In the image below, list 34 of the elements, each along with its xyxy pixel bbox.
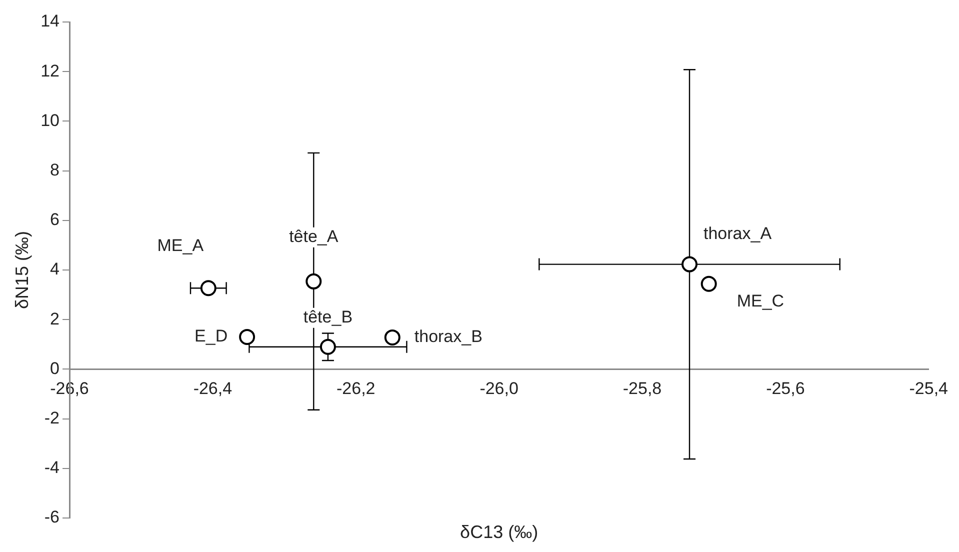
x-tick-label: -25,8 — [622, 379, 662, 398]
annotation: thorax_A — [704, 224, 772, 243]
annotation: E_D — [194, 326, 228, 346]
y-tick-label: 10 — [40, 110, 60, 130]
y-tick-label: 14 — [40, 12, 60, 31]
point — [682, 256, 698, 272]
point — [320, 338, 336, 355]
y-tick-label: 6 — [50, 210, 60, 230]
annotation: ME_C — [736, 292, 784, 311]
y-tick-label: 8 — [50, 160, 60, 180]
point — [306, 273, 322, 290]
y-axis-title: δN15 (‰) — [12, 230, 32, 310]
point — [384, 329, 400, 346]
x-tick-label: -25,6 — [766, 379, 805, 398]
y-tick-label: 4 — [50, 260, 60, 279]
y-tick-label: 0 — [50, 358, 60, 378]
annotation: ME_A — [157, 236, 204, 255]
annotation: thorax_B — [414, 327, 482, 346]
point — [700, 276, 717, 292]
y-tick-label: 2 — [50, 309, 60, 328]
y-tick-label: 12 — [40, 61, 60, 80]
point — [200, 280, 216, 296]
x-tick-label: -25,4 — [909, 379, 948, 398]
x-tick-label: -26,2 — [336, 379, 376, 398]
annotation: tête_A — [289, 227, 339, 246]
y-tick-label: -6 — [44, 508, 60, 527]
point — [239, 328, 256, 345]
x-axis-title: δC13 (‰) — [460, 522, 538, 542]
y-tick-label: -2 — [44, 408, 60, 428]
x-tick-label: -26,4 — [193, 379, 232, 398]
x-tick-label: -26,0 — [480, 379, 518, 398]
y-tick-label: -4 — [44, 458, 60, 478]
x-tick-label: -26,6 — [50, 379, 89, 398]
annotation: tête_B — [303, 308, 353, 327]
